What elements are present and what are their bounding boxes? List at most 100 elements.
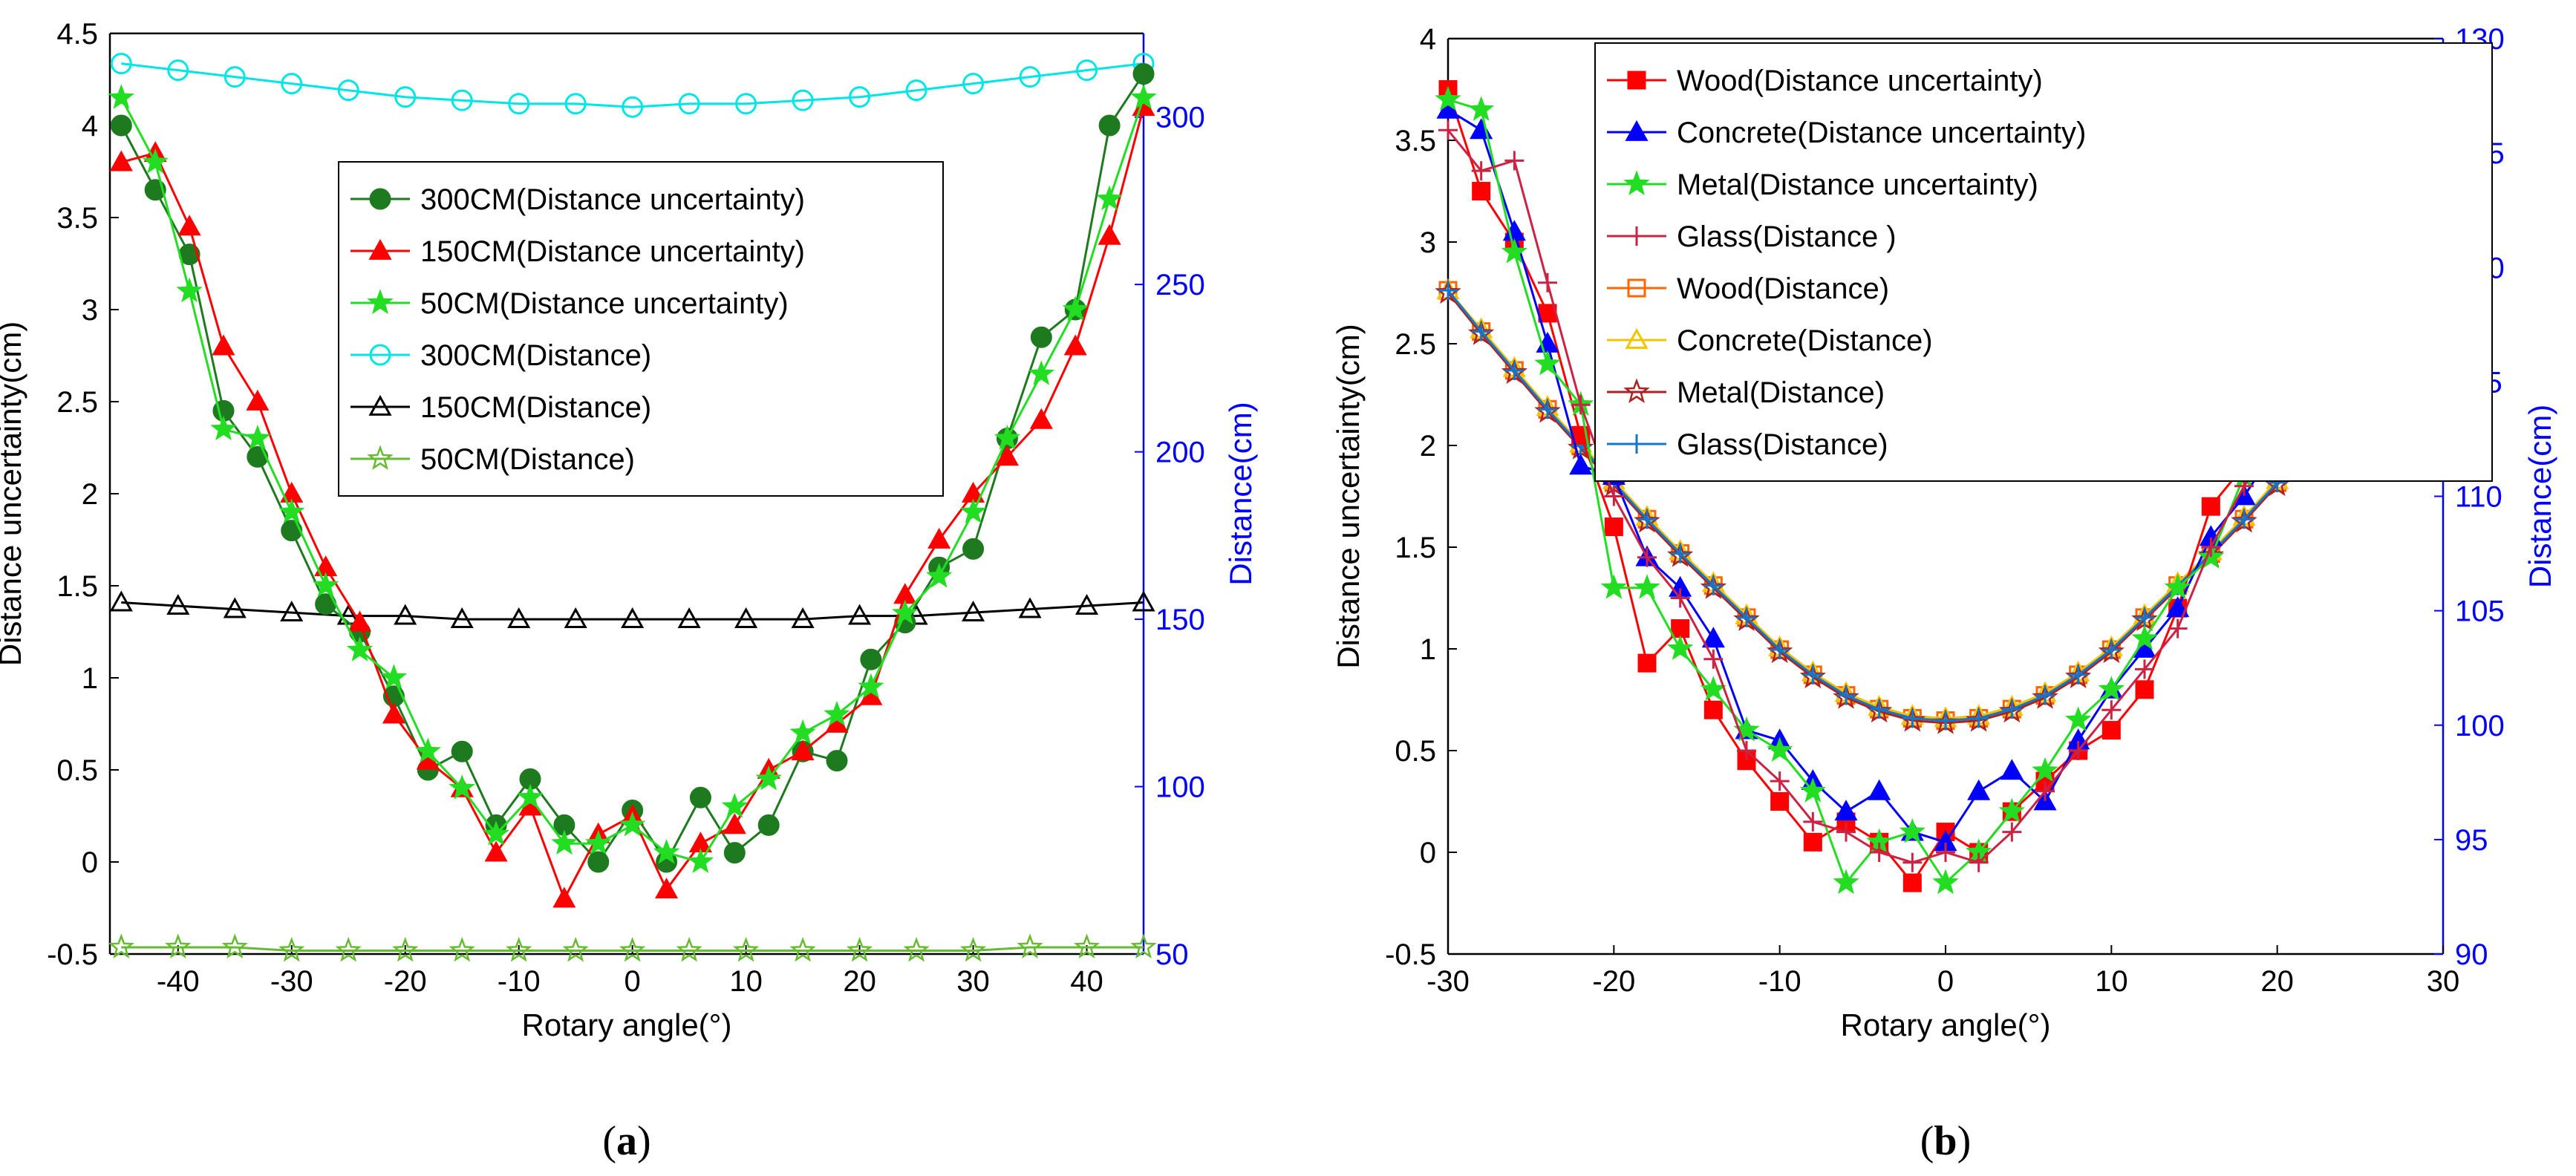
data-point: [1534, 350, 1561, 376]
data-point: [1096, 185, 1123, 211]
data-point: [244, 425, 271, 450]
data-point: [1634, 574, 1660, 599]
series-150cm-distance: [109, 590, 1155, 628]
y2-axis-title: Distance(cm): [2523, 405, 2557, 588]
legend-label: 300CM(Distance): [420, 339, 651, 372]
panel-label-close: ): [1957, 1118, 1972, 1164]
data-point: [860, 648, 882, 670]
data-point: [1836, 822, 1856, 842]
data-point: [2101, 721, 2121, 740]
data-point: [1075, 593, 1099, 615]
legend-item: 150CM(Distance): [350, 391, 651, 424]
data-point: [337, 79, 359, 102]
legend-item: 50CM(Distance): [350, 443, 635, 476]
y-tick-label: 2.5: [56, 386, 98, 419]
data-point: [110, 53, 132, 75]
data-point: [892, 599, 919, 625]
data-point: [2201, 497, 2220, 516]
y-tick-label: 4: [1420, 23, 1436, 56]
y-axis-title: Distance uncertainty(cm): [1331, 324, 1366, 668]
data-point: [281, 73, 303, 95]
data-point: [1569, 454, 1593, 475]
data-point: [278, 936, 305, 962]
data-point: [281, 520, 303, 542]
y-tick-label: 2.5: [1395, 328, 1436, 361]
data-point: [450, 607, 474, 628]
data-point: [792, 89, 814, 111]
data-point: [826, 750, 848, 772]
series-line: [121, 946, 1144, 952]
data-point: [587, 851, 610, 873]
y-tick-label: 4: [82, 110, 98, 143]
legend-label: Concrete(Distance uncertainty): [1677, 117, 2086, 149]
data-point: [380, 664, 408, 689]
data-point: [732, 936, 760, 962]
legend-marker: [1627, 71, 1646, 90]
legend-marker: [1625, 120, 1649, 141]
legend-marker: [1627, 278, 1646, 298]
data-point: [165, 933, 192, 958]
data-point: [2035, 685, 2055, 705]
data-point: [1132, 590, 1155, 612]
legend-marker: [1625, 327, 1649, 349]
data-point: [1436, 97, 1460, 119]
data-point: [212, 334, 235, 356]
y2-axis-title: Distance(cm): [1223, 402, 1258, 585]
data-point: [1936, 710, 1955, 731]
y2-tick-label: 50: [1155, 938, 1189, 971]
x-axis-title: Rotary angle(°): [1841, 1007, 2051, 1042]
data-point: [552, 886, 576, 908]
legend-marker: [1627, 226, 1646, 246]
legend-item: 300CM(Distance): [350, 339, 651, 372]
legend-label: 150CM(Distance): [420, 391, 651, 424]
data-point: [1018, 597, 1042, 618]
data-point: [1063, 334, 1087, 356]
panel-a-chart: -40 -30 -20 -10 0 10 20 30 40 -0.5 0 0.5 1 1.5 2 2.5 3 3.…: [0, 18, 1258, 1164]
y-tick-label: 0: [1420, 837, 1436, 869]
data-point: [734, 607, 758, 628]
data-point: [1062, 295, 1089, 321]
data-point: [278, 498, 305, 523]
data-point: [108, 84, 135, 109]
y-tick-label: 0.5: [56, 754, 98, 787]
legend-label: Metal(Distance uncertainty): [1677, 169, 2038, 201]
data-point: [1836, 685, 1856, 705]
data-point: [1438, 281, 1458, 301]
data-point: [903, 936, 930, 962]
panel-label: (b): [1920, 1118, 1971, 1164]
x-tick-label: 30: [956, 965, 990, 998]
data-point: [551, 829, 578, 855]
legend-label: 300CM(Distance uncertainty): [420, 183, 805, 216]
data-point: [1770, 792, 1790, 811]
x-tick-label: 0: [625, 965, 641, 998]
series-line: [121, 601, 1144, 621]
x-tick-label: 20: [2260, 965, 2294, 998]
data-point: [1098, 114, 1121, 137]
data-point: [280, 600, 304, 621]
data-point: [505, 936, 532, 962]
data-point: [2135, 680, 2154, 699]
data-point: [959, 936, 987, 962]
data-point: [849, 86, 871, 108]
data-point: [246, 389, 270, 411]
data-point: [142, 148, 169, 174]
data-point: [224, 66, 246, 88]
legend-marker: [367, 289, 394, 314]
data-point: [1902, 852, 1923, 872]
y2-tick-label: 150: [1155, 604, 1205, 636]
data-point: [1932, 869, 1959, 895]
legend-item: Glass(Distance ): [1607, 220, 1897, 253]
legend-box: [1594, 42, 2493, 482]
panel-label-letter: a: [616, 1118, 637, 1164]
x-tick-label: -10: [498, 965, 541, 998]
data-point: [451, 740, 473, 762]
data-point: [1637, 509, 1657, 529]
y-tick-label: 2: [82, 478, 98, 511]
data-point: [247, 445, 269, 468]
data-point: [723, 813, 746, 834]
legend-label: Wood(Distance): [1677, 272, 1889, 305]
data-point: [2135, 659, 2154, 679]
data-point: [1869, 843, 1889, 862]
y2-tick-label: 110: [2455, 481, 2502, 514]
data-point: [1504, 151, 1525, 171]
